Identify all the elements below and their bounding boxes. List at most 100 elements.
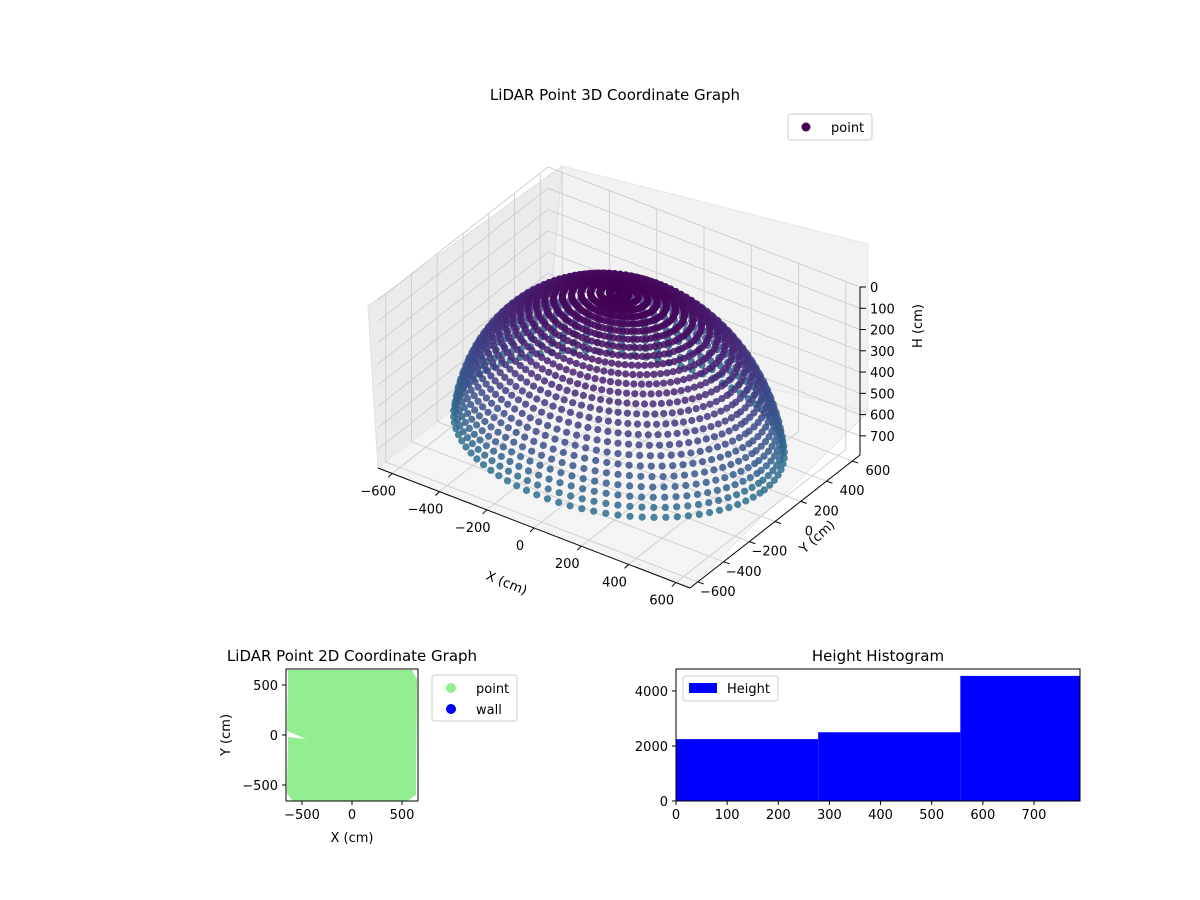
point-marker: [585, 345, 593, 353]
x-tick-label: 500: [390, 808, 415, 823]
point-marker: [686, 374, 694, 382]
point-marker: [497, 395, 505, 403]
point-marker: [496, 369, 504, 377]
point-marker: [579, 343, 587, 351]
point-marker: [739, 444, 747, 452]
point-marker: [463, 395, 472, 403]
point-marker: [555, 489, 563, 497]
point-marker: [554, 352, 562, 360]
point-marker: [511, 405, 519, 413]
y-tick: [826, 480, 833, 484]
2d-legend-point-label: point: [476, 682, 509, 697]
point-marker: [590, 507, 598, 515]
point-marker: [633, 410, 641, 418]
point-marker: [773, 461, 781, 470]
point-marker: [605, 407, 613, 415]
x-tick-label: −400: [408, 503, 444, 518]
x-tick-label: 500: [919, 808, 944, 823]
x-tick-label: 400: [602, 575, 627, 590]
point-marker: [719, 463, 727, 471]
x-tick: [435, 491, 440, 496]
point-marker: [607, 368, 615, 376]
point-marker: [614, 418, 622, 427]
point-marker: [716, 453, 724, 461]
y-tick: [800, 500, 807, 504]
point-marker: [741, 487, 749, 495]
point-marker: [741, 430, 749, 438]
point-marker: [518, 387, 527, 395]
point-marker: [684, 385, 692, 393]
point-marker: [602, 499, 610, 507]
point-marker: [494, 428, 502, 436]
point-marker: [737, 467, 745, 475]
y-tick: [852, 460, 859, 464]
point-marker: [647, 462, 655, 470]
y-tick-label: 400: [840, 484, 865, 499]
point-marker: [773, 432, 781, 440]
point-marker: [545, 368, 553, 376]
point-marker: [690, 383, 699, 391]
point-marker: [745, 440, 753, 448]
point-marker: [677, 408, 685, 416]
point-marker: [590, 497, 598, 505]
point-marker: [555, 415, 563, 423]
3d-legend: point: [787, 113, 873, 141]
point-marker: [490, 414, 498, 422]
point-marker: [516, 362, 524, 370]
point-marker: [567, 492, 575, 500]
point-marker: [535, 418, 543, 426]
2d-plot-area: [287, 670, 417, 801]
point-marker: [533, 491, 541, 499]
point-marker: [773, 447, 782, 455]
point-marker: [482, 442, 490, 450]
y-tick-label: −200: [752, 545, 788, 560]
point-marker: [757, 442, 765, 450]
point-marker: [655, 390, 663, 398]
point-marker: [532, 427, 540, 436]
point-marker: [501, 361, 510, 369]
point-marker: [566, 357, 574, 365]
point-marker: [469, 372, 477, 380]
point-marker: [760, 452, 768, 460]
point-marker: [614, 388, 622, 396]
point-marker: [649, 483, 657, 491]
point-marker: [614, 470, 622, 478]
point-marker: [626, 512, 634, 520]
3d-legend-point-label: point: [831, 121, 864, 136]
point-marker: [563, 386, 571, 394]
point-marker: [471, 378, 479, 386]
point-marker: [706, 508, 714, 517]
point-marker: [555, 363, 564, 371]
point-marker: [636, 344, 644, 352]
point-marker: [771, 452, 779, 460]
point-marker: [611, 305, 619, 313]
grid-left-z: [377, 230, 549, 365]
point-marker: [755, 479, 763, 487]
point-marker: [629, 370, 637, 379]
point-marker: [692, 480, 700, 488]
point-marker: [724, 450, 732, 458]
z-tick-label: 600: [870, 409, 895, 424]
point-marker: [513, 482, 521, 490]
point-marker: [710, 433, 719, 441]
point-marker: [561, 438, 569, 446]
point-marker: [614, 450, 622, 458]
point-marker: [744, 464, 752, 472]
point-marker: [771, 437, 779, 445]
point-marker: [696, 381, 705, 389]
point-marker: [643, 420, 651, 428]
point-marker: [521, 433, 529, 441]
point-marker: [512, 428, 520, 437]
3d-legend-point-marker: [801, 122, 811, 132]
point-marker: [680, 471, 689, 479]
point-marker: [641, 343, 649, 352]
point-marker: [715, 506, 724, 514]
point-marker: [471, 354, 479, 362]
point-marker: [625, 451, 633, 459]
point-marker: [487, 372, 495, 380]
point-marker: [567, 482, 575, 490]
point-marker: [546, 465, 554, 473]
point-marker: [753, 469, 761, 478]
point-marker: [695, 393, 703, 401]
point-marker: [669, 462, 677, 470]
